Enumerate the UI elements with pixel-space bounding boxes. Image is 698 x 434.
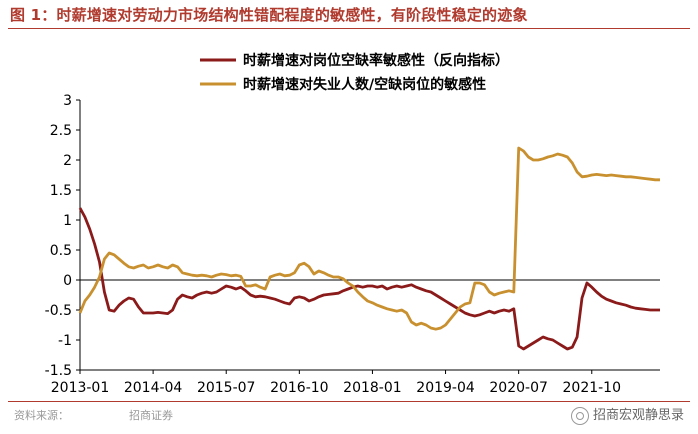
y-tick-label: -1.5 — [45, 363, 72, 379]
footer-divider — [8, 401, 690, 402]
x-tick-label: 2013-01 — [51, 380, 110, 396]
series-line-2 — [78, 146, 660, 331]
y-tick-label: 1 — [63, 213, 72, 229]
x-tick-label: 2021-10 — [563, 380, 622, 396]
y-tick-label: 2.5 — [50, 123, 72, 139]
y-tick-label: 2 — [63, 153, 72, 169]
figure-title: 图 1：时薪增速对劳动力市场结构性错配程度的敏感性，有阶段性稳定的迹象 — [10, 6, 528, 24]
watermark-text: 招商宏观静思录 — [592, 408, 684, 423]
x-tick-label: 2015-07 — [197, 380, 256, 396]
y-tick-label: 3 — [63, 93, 72, 109]
y-tick-label: -1 — [58, 333, 72, 349]
source-note: 资料来源： 招商证券 — [14, 407, 173, 423]
legend-label-1: 时薪增速对岗位空缺率敏感性（反向指标） — [243, 52, 509, 69]
wechat-icon — [570, 406, 589, 425]
source-org: 招商证券 — [129, 409, 173, 422]
y-tick-label: -0.5 — [45, 303, 72, 319]
x-tick-label: 2019-04 — [416, 380, 475, 396]
x-tick-label: 2016-10 — [270, 380, 329, 396]
y-tick-label: 1.5 — [50, 183, 72, 199]
x-tick-label: 2020-07 — [489, 380, 548, 396]
title-divider — [8, 28, 690, 29]
source-label: 资料来源： — [14, 409, 69, 422]
series-line-1 — [78, 207, 660, 351]
watermark: 招商宏观静思录 — [570, 404, 684, 425]
x-tick-label: 2018-01 — [343, 380, 402, 396]
x-tick-label: 2014-04 — [124, 380, 183, 396]
y-tick-label: 0.5 — [50, 243, 72, 259]
legend-label-2: 时薪增速对失业人数/空缺岗位的敏感性 — [243, 76, 486, 93]
y-tick-label: 0 — [63, 273, 72, 289]
